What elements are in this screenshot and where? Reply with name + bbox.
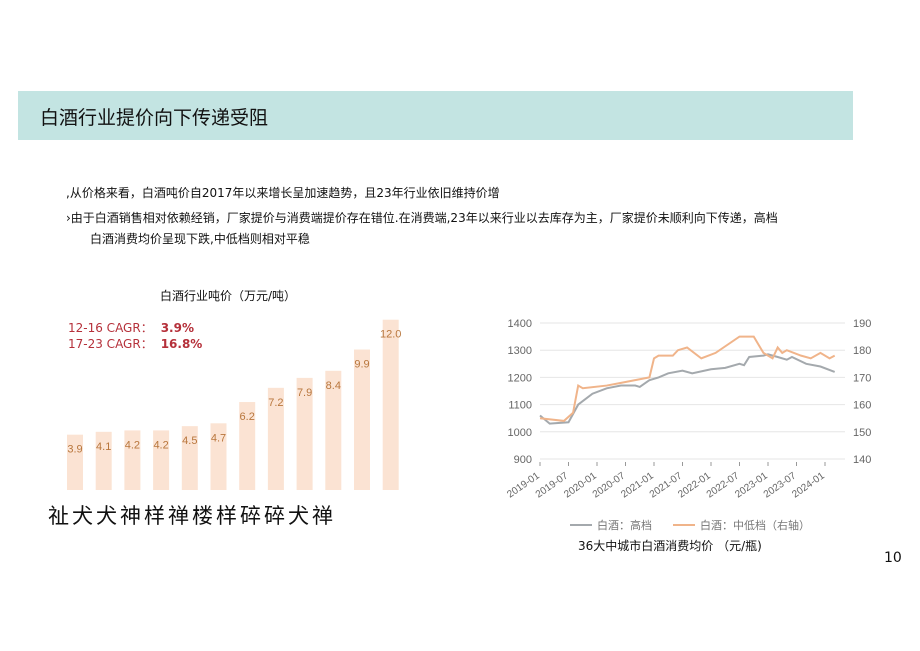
y-left-tick: 1200 bbox=[508, 372, 532, 384]
bar-value-label: 7.9 bbox=[297, 387, 312, 399]
cagr-1-label: 12-16 CAGR： bbox=[68, 321, 153, 335]
x-tick-label: 2024-01 bbox=[790, 470, 827, 500]
legend-label: 白酒：高档 bbox=[597, 518, 652, 532]
title-banner: 白酒行业提价向下传递受阻 bbox=[18, 91, 853, 140]
bar-value-label: 6.2 bbox=[240, 411, 255, 423]
bar bbox=[239, 402, 256, 490]
y-right-tick: 140 bbox=[853, 454, 871, 466]
legend-label: 白酒：中低档（右轴） bbox=[700, 518, 810, 532]
bar bbox=[181, 426, 198, 490]
slide-title: 白酒行业提价向下传递受阻 bbox=[40, 107, 269, 129]
bar bbox=[296, 377, 313, 490]
line-chart: 900 1000 1100 1200 1300 1400 140 150 160 170 180 19… bbox=[505, 318, 871, 532]
cagr-1: 12-16 CAGR： 3.9% bbox=[68, 319, 194, 336]
bar-value-label: 9.9 bbox=[354, 359, 369, 371]
y-right-tick: 150 bbox=[853, 427, 871, 439]
y-left-tick: 900 bbox=[514, 454, 532, 466]
cagr-1-value: 3.9% bbox=[160, 321, 194, 335]
cagr-2: 17-23 CAGR： 16.8% bbox=[68, 335, 202, 352]
y-left-tick: 1100 bbox=[508, 400, 532, 412]
line-chart-title: 36大中城市白酒消费均价 （元/瓶) bbox=[578, 539, 762, 553]
cagr-2-value: 16.8% bbox=[160, 337, 203, 351]
bar bbox=[210, 423, 227, 490]
y-left-tick: 1300 bbox=[508, 345, 532, 357]
y-right-tick: 190 bbox=[853, 318, 871, 330]
bar bbox=[325, 370, 342, 490]
y-left-tick: 1400 bbox=[508, 318, 532, 330]
bar bbox=[354, 349, 370, 490]
bar bbox=[67, 434, 83, 490]
cagr-2-label: 17-23 CAGR： bbox=[68, 337, 153, 351]
bar-value-label: 8.4 bbox=[326, 380, 341, 392]
bar-value-label: 12.0 bbox=[380, 329, 401, 341]
bar bbox=[382, 319, 399, 490]
series-line-1 bbox=[539, 353, 836, 425]
bullet-2: ›由于白酒销售相对依赖经销，厂家提价与消费端提价存在错位.在消费端,23年以来行… bbox=[66, 211, 778, 225]
page-number: 10 bbox=[884, 550, 902, 566]
bar-value-label: 4.2 bbox=[125, 439, 140, 451]
bar-value-label: 4.2 bbox=[153, 439, 168, 451]
bar-value-label: 4.1 bbox=[96, 441, 111, 453]
series-line-2 bbox=[539, 335, 836, 422]
y-right-tick: 180 bbox=[853, 345, 871, 357]
bar-value-label: 4.5 bbox=[182, 435, 197, 447]
bullet-1: ,从价格来看，白酒吨价自2017年以来增长呈加速趋势，且23年行业依旧维持价增 bbox=[66, 186, 500, 200]
bar-value-label: 4.7 bbox=[211, 432, 226, 444]
bar-chart-xlabels: 祉犬犬神样禅楼样碎碎犬禅 bbox=[48, 504, 336, 528]
bar-chart: 3.9 4.1 4.2 4.2 4.5 4.7 6.2 7.2 7.9 8.4 9.9 12.0 bbox=[67, 319, 401, 490]
bar-chart-title: 白酒行业吨价（万元/吨） bbox=[160, 289, 297, 303]
y-right-tick: 160 bbox=[853, 400, 871, 412]
y-right-tick: 170 bbox=[853, 372, 871, 384]
bullet-2-cont: 白酒消费均价呈现下跌,中低档则相对平稳 bbox=[90, 232, 310, 246]
bar bbox=[267, 387, 284, 490]
bar bbox=[95, 431, 112, 490]
y-left-tick: 1000 bbox=[508, 427, 532, 439]
bar-value-label: 3.9 bbox=[67, 444, 82, 456]
bar-value-label: 7.2 bbox=[268, 397, 283, 409]
bar bbox=[124, 430, 141, 490]
bar bbox=[153, 430, 170, 490]
